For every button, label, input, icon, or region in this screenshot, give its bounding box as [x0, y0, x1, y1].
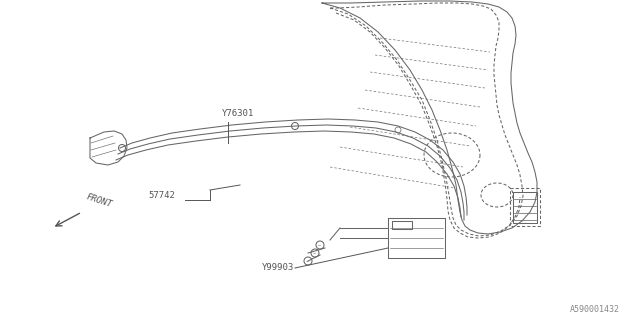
Bar: [392, 221, 412, 229]
Text: Y99903: Y99903: [262, 263, 294, 272]
Text: Y76301: Y76301: [222, 109, 254, 118]
Text: FRONT: FRONT: [85, 192, 113, 209]
Text: A590001432: A590001432: [570, 305, 620, 314]
Text: 57742: 57742: [148, 191, 175, 200]
